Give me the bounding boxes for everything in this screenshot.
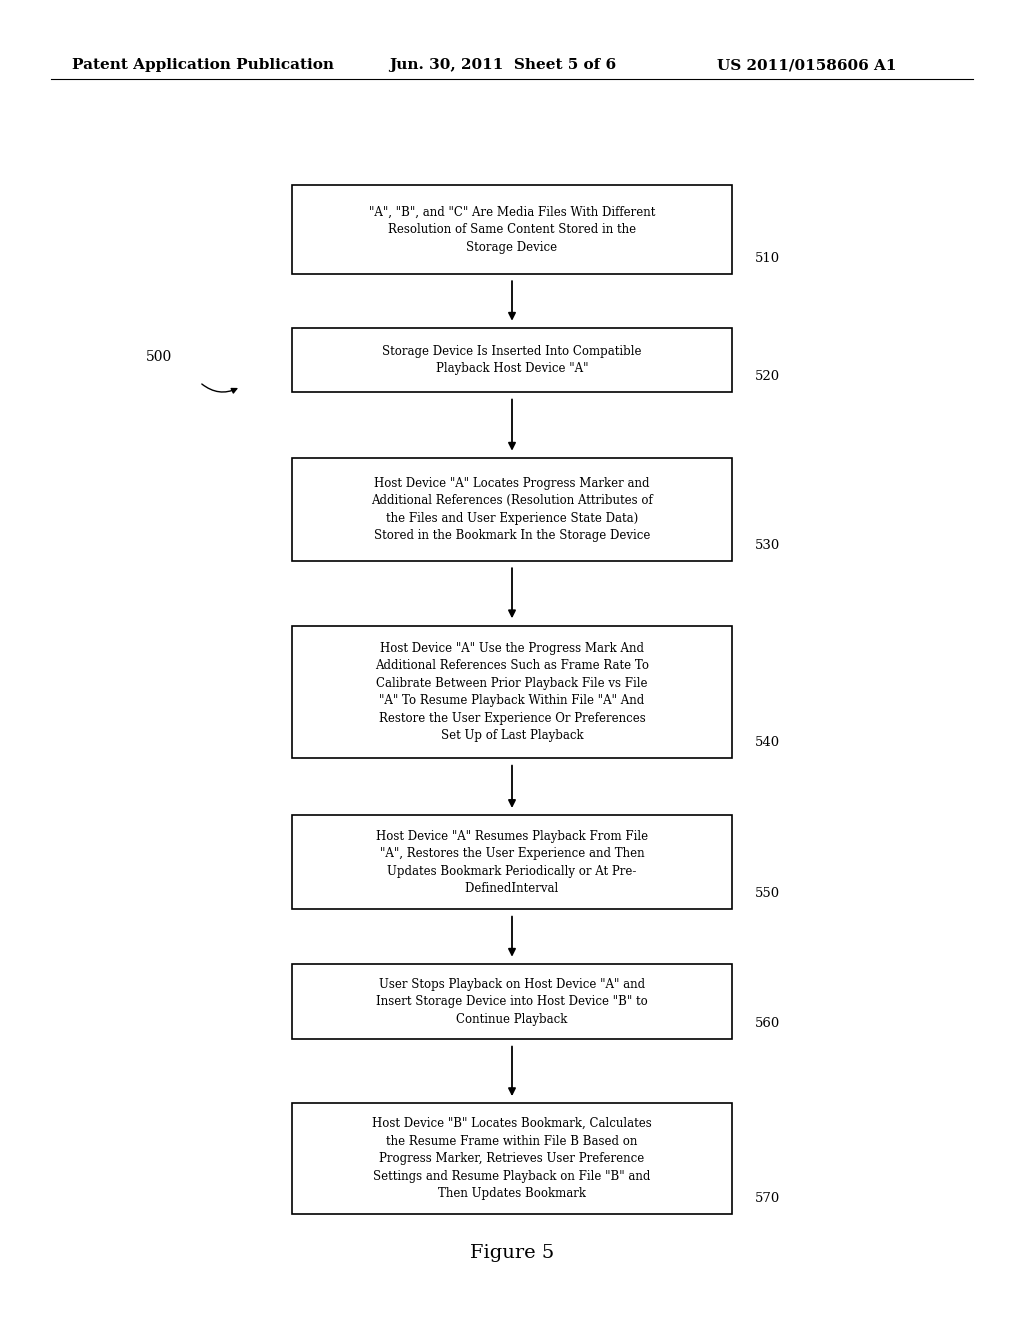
Text: 570: 570 xyxy=(755,1192,780,1205)
Text: 500: 500 xyxy=(145,350,172,364)
Text: 550: 550 xyxy=(755,887,780,900)
Text: Storage Device Is Inserted Into Compatible
Playback Host Device "A": Storage Device Is Inserted Into Compatib… xyxy=(382,345,642,375)
FancyBboxPatch shape xyxy=(292,329,732,392)
Text: Host Device "A" Use the Progress Mark And
Additional References Such as Frame Ra: Host Device "A" Use the Progress Mark An… xyxy=(375,642,649,742)
FancyBboxPatch shape xyxy=(292,964,732,1039)
Text: Figure 5: Figure 5 xyxy=(470,1243,554,1262)
Text: Jun. 30, 2011  Sheet 5 of 6: Jun. 30, 2011 Sheet 5 of 6 xyxy=(389,58,616,73)
FancyBboxPatch shape xyxy=(292,1104,732,1214)
FancyBboxPatch shape xyxy=(292,458,732,561)
Text: User Stops Playback on Host Device "A" and
Insert Storage Device into Host Devic: User Stops Playback on Host Device "A" a… xyxy=(376,978,648,1026)
Text: Host Device "A" Locates Progress Marker and
Additional References (Resolution At: Host Device "A" Locates Progress Marker … xyxy=(371,477,653,543)
FancyBboxPatch shape xyxy=(292,185,732,273)
Text: Patent Application Publication: Patent Application Publication xyxy=(72,58,334,73)
Text: Host Device "B" Locates Bookmark, Calculates
the Resume Frame within File B Base: Host Device "B" Locates Bookmark, Calcul… xyxy=(372,1117,652,1200)
Text: US 2011/0158606 A1: US 2011/0158606 A1 xyxy=(717,58,896,73)
Text: "A", "B", and "C" Are Media Files With Different
Resolution of Same Content Stor: "A", "B", and "C" Are Media Files With D… xyxy=(369,206,655,253)
Text: 530: 530 xyxy=(755,539,780,552)
Text: 520: 520 xyxy=(755,371,780,383)
FancyBboxPatch shape xyxy=(292,626,732,758)
Text: Host Device "A" Resumes Playback From File
"A", Restores the User Experience and: Host Device "A" Resumes Playback From Fi… xyxy=(376,829,648,895)
Text: 540: 540 xyxy=(755,737,780,750)
FancyBboxPatch shape xyxy=(292,816,732,909)
Text: 560: 560 xyxy=(755,1018,780,1031)
FancyArrowPatch shape xyxy=(202,384,237,393)
Text: 510: 510 xyxy=(755,252,780,265)
